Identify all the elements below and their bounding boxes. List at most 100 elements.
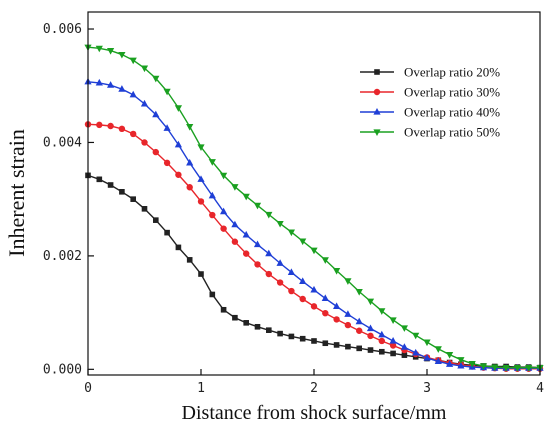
data-point <box>434 346 442 353</box>
data-point <box>299 277 307 285</box>
data-point <box>254 261 261 268</box>
data-point <box>321 257 329 264</box>
data-point <box>243 320 249 326</box>
legend-marker <box>373 129 381 136</box>
data-point <box>344 278 352 285</box>
data-point <box>253 240 262 248</box>
series-4 <box>84 44 544 372</box>
data-point <box>333 316 340 323</box>
legend-marker <box>374 69 380 75</box>
data-point <box>163 159 171 167</box>
data-point <box>254 323 261 330</box>
legend-marker <box>373 88 381 96</box>
data-point <box>231 184 239 191</box>
data-point <box>390 350 396 357</box>
data-point <box>434 357 442 364</box>
legend-label: Overlap ratio 50% <box>404 125 500 140</box>
data-point <box>95 78 103 86</box>
data-point <box>208 191 216 199</box>
data-point <box>366 324 375 332</box>
data-point <box>457 361 465 369</box>
data-point <box>379 348 385 355</box>
data-point <box>400 343 408 350</box>
data-point <box>130 130 137 138</box>
data-point <box>265 211 273 219</box>
data-point <box>310 285 318 293</box>
data-point <box>242 230 250 238</box>
legend: Overlap ratio 20% Overlap ratio 30% Overla… <box>360 65 500 140</box>
data-point <box>197 175 205 182</box>
legend-entry: Overlap ratio 20% <box>360 65 500 80</box>
data-point <box>525 365 533 372</box>
legend-label: Overlap ratio 20% <box>404 65 500 80</box>
data-point <box>141 206 148 212</box>
data-point <box>107 122 114 130</box>
y-axis-title: Inherent strain <box>4 129 29 257</box>
data-point <box>400 325 408 332</box>
data-point <box>140 99 149 107</box>
x-tick-label: 0 <box>84 381 92 396</box>
data-point <box>231 220 239 228</box>
data-point <box>95 45 103 53</box>
data-point <box>220 172 228 180</box>
data-point <box>299 295 306 303</box>
data-point <box>118 125 126 133</box>
legend-marker <box>373 108 381 115</box>
data-point <box>119 188 125 195</box>
data-point <box>174 105 182 112</box>
data-point <box>242 193 250 201</box>
data-point <box>378 308 386 315</box>
data-point <box>446 360 454 367</box>
data-point <box>355 289 363 296</box>
data-point <box>129 90 137 98</box>
data-point <box>152 148 159 156</box>
data-point <box>367 347 374 353</box>
data-point <box>513 365 521 372</box>
data-point <box>355 317 363 325</box>
data-point <box>209 291 216 298</box>
data-point <box>423 353 431 361</box>
data-point <box>401 352 408 358</box>
data-point <box>152 75 160 83</box>
data-point <box>457 357 465 364</box>
data-point <box>468 361 476 368</box>
data-point <box>333 342 340 348</box>
data-point <box>367 332 374 340</box>
data-point <box>310 247 318 255</box>
data-point <box>208 159 216 166</box>
x-tick-label: 1 <box>197 381 205 396</box>
y-tick-label: 0.006 <box>43 22 82 37</box>
y-tick-label: 0.004 <box>43 135 82 150</box>
data-point <box>141 139 148 146</box>
data-point <box>333 268 341 275</box>
data-point <box>197 144 205 151</box>
data-point <box>174 140 182 148</box>
data-point <box>423 339 431 347</box>
data-point <box>345 343 351 350</box>
data-point <box>118 51 126 59</box>
data-point <box>412 332 420 340</box>
x-tick-label: 4 <box>536 381 544 396</box>
data-point <box>107 182 114 188</box>
data-point <box>265 249 273 257</box>
legend-entry: Overlap ratio 40% <box>360 105 500 120</box>
data-point <box>220 207 228 215</box>
data-point <box>220 225 227 232</box>
data-point <box>186 184 193 191</box>
data-point <box>107 47 115 55</box>
y-tick-label: 0.000 <box>43 362 82 377</box>
data-point <box>96 121 103 129</box>
ticks-layer: 0 1 2 3 4 0.000 0.002 0.004 0.006 <box>43 22 544 396</box>
data-point <box>310 303 318 310</box>
data-point <box>277 330 283 337</box>
data-point <box>378 330 386 338</box>
data-point <box>186 158 194 166</box>
data-point <box>333 302 341 309</box>
data-point <box>107 81 115 88</box>
data-point <box>287 229 295 237</box>
legend-entry: Overlap ratio 30% <box>360 85 500 100</box>
data-point <box>232 314 238 321</box>
data-point <box>389 342 397 349</box>
data-point <box>253 202 262 210</box>
